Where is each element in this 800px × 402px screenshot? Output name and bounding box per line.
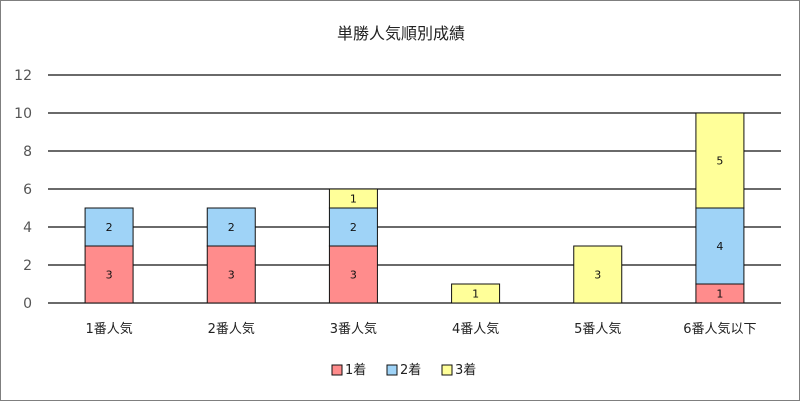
- data-label: 5: [716, 155, 723, 168]
- y-tick-label: 2: [23, 258, 32, 274]
- x-tick-label: 2番人気: [208, 321, 255, 337]
- data-label: 1: [350, 193, 357, 206]
- bar-segment: [206, 207, 256, 247]
- legend-label: 1着: [345, 362, 366, 378]
- y-tick-label: 6: [23, 182, 32, 198]
- y-tick-label: 0: [23, 296, 32, 312]
- y-tick-label: 10: [14, 106, 32, 122]
- legend-swatch: [331, 364, 343, 376]
- y-tick-label: 12: [14, 68, 32, 84]
- y-axis: 0 2 4 6 8 10 12: [14, 68, 32, 312]
- bar-segment: [328, 245, 378, 304]
- legend-swatch: [386, 364, 398, 376]
- bars: 3 2 3 2 3 2 1 1 3 1 4 5: [84, 112, 745, 304]
- x-tick-label: 5番人気: [574, 321, 621, 337]
- bar-segment: [84, 245, 134, 304]
- data-label: 2: [228, 221, 235, 234]
- chart-title: 単勝人気順別成績: [337, 24, 465, 43]
- bar-segment: [695, 112, 745, 209]
- data-label: 1: [716, 288, 723, 301]
- y-tick-label: 8: [23, 144, 32, 160]
- x-tick-label: 3番人気: [330, 321, 377, 337]
- data-label: 3: [594, 269, 601, 282]
- bar-segment: [695, 207, 745, 285]
- data-label: 4: [716, 240, 723, 253]
- bar-segment: [206, 245, 256, 304]
- legend-label: 3着: [455, 362, 476, 378]
- bar-segment: [328, 188, 378, 209]
- data-label: 3: [350, 269, 357, 282]
- data-label: 3: [228, 269, 235, 282]
- bar-segment: [84, 207, 134, 247]
- legend-swatch: [441, 364, 453, 376]
- x-tick-label: 6番人気以下: [683, 321, 756, 337]
- legend: 1着 2着 3着: [331, 362, 476, 378]
- x-axis: 1番人気 2番人気 3番人気 4番人気 5番人気 6番人気以下: [85, 321, 756, 337]
- legend-label: 2着: [400, 362, 421, 378]
- x-tick-label: 1番人気: [85, 321, 132, 337]
- grid-lines: [48, 74, 781, 304]
- bar-segment: [573, 245, 623, 304]
- x-tick-label: 4番人気: [452, 321, 499, 337]
- data-label: 1: [472, 288, 479, 301]
- data-label: 2: [350, 221, 357, 234]
- data-label: 3: [106, 269, 113, 282]
- data-label: 2: [106, 221, 113, 234]
- bar-segment: [451, 283, 501, 304]
- y-tick-label: 4: [23, 220, 32, 236]
- bar-segment: [328, 207, 378, 247]
